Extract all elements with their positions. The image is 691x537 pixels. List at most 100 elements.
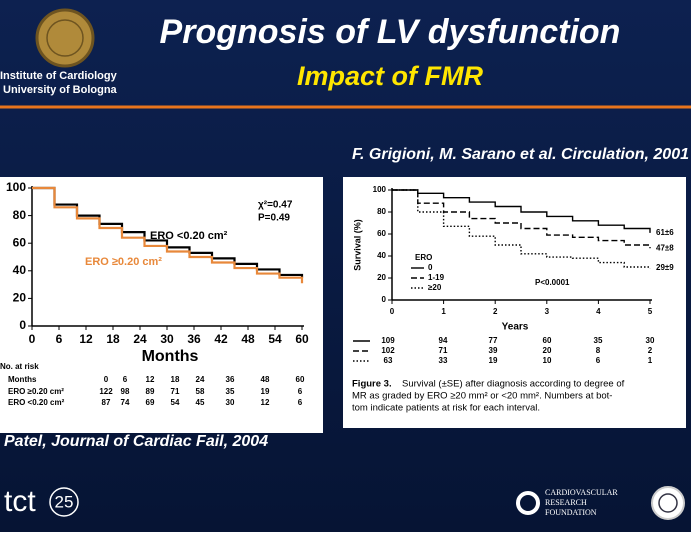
citation: F. Grigioni, M. Sarano et al. Circulatio… — [352, 146, 689, 163]
risk-cell: 6 — [596, 356, 601, 365]
x-tick-label: 6 — [56, 332, 63, 346]
end-label: 47±8 — [656, 243, 674, 252]
y-tick-label: 0 — [19, 318, 26, 332]
risk-cell: 45 — [196, 398, 205, 407]
risk-cell: 12 — [146, 375, 155, 384]
risk-cell: 98 — [121, 387, 130, 396]
risk-cell: 94 — [439, 336, 448, 345]
risk-cell: 19 — [261, 387, 270, 396]
risk-row-label: ERO ≥0.20 cm² — [8, 387, 64, 396]
foundation-name: CARDIOVASCULAR — [545, 488, 618, 497]
risk-cell: 0 — [104, 375, 109, 384]
x-tick-label: 3 — [545, 307, 550, 316]
footer-badge — [49, 487, 79, 517]
y-tick-label: 20 — [13, 291, 27, 305]
risk-cell: 10 — [543, 356, 552, 365]
citation: Patel, Journal of Cardiac Fail, 2004 — [4, 433, 268, 450]
institute: Institute of Cardiology — [0, 70, 118, 82]
legend-label: ≥20 — [428, 283, 442, 292]
risk-cell: 77 — [489, 336, 498, 345]
footer-number: 25 — [55, 492, 74, 511]
caption: tom indicate patients at risk for each i… — [352, 403, 540, 414]
x-tick-label: 1 — [441, 307, 446, 316]
y-tick-label: 60 — [377, 229, 386, 238]
risk-cell: 33 — [439, 356, 448, 365]
annotation: χ²=0.47 — [258, 200, 293, 211]
y-tick-label: 40 — [377, 251, 386, 260]
foundation-name: FOUNDATION — [545, 508, 597, 517]
survival-line — [392, 189, 651, 249]
y-tick-label: 100 — [373, 185, 387, 194]
risk-cell: 6 — [298, 398, 303, 407]
risk-cell: 6 — [123, 375, 128, 384]
x-tick-label: 48 — [241, 332, 255, 346]
y-axis-label: Survival (%) — [352, 219, 362, 271]
risk-cell: 36 — [226, 375, 235, 384]
x-tick-label: 60 — [295, 332, 309, 346]
annotation: P=0.49 — [258, 213, 290, 224]
foundation-logo — [516, 491, 540, 515]
risk-row-label: ERO <0.20 cm² — [8, 398, 65, 407]
x-tick-label: 36 — [187, 332, 201, 346]
y-tick-label: 0 — [382, 295, 387, 304]
institute: University of Bologna — [3, 84, 118, 96]
x-tick-label: 12 — [79, 332, 93, 346]
risk-cell: 6 — [298, 387, 303, 396]
x-tick-label: 5 — [648, 307, 653, 316]
risk-cell: 109 — [381, 336, 395, 345]
y-tick-label: 80 — [13, 208, 27, 222]
annotation: P<0.0001 — [535, 278, 570, 287]
panel — [0, 177, 323, 433]
survival-line — [392, 189, 651, 233]
risk-cell: 87 — [102, 398, 111, 407]
risk-cell: 102 — [381, 346, 395, 355]
subtitle: Impact of FMR — [297, 61, 483, 91]
caption: Survival (±SE) after diagnosis according… — [402, 379, 625, 390]
x-tick-label: 0 — [390, 307, 395, 316]
risk-cell: 69 — [146, 398, 155, 407]
risk-title: No. at risk — [0, 362, 39, 371]
caption-label: Figure 3. — [352, 379, 392, 390]
x-tick-label: 0 — [29, 332, 36, 346]
x-axis-label: Years — [502, 322, 529, 333]
survival-line — [392, 189, 651, 269]
risk-cell: 12 — [261, 398, 270, 407]
risk-cell: 60 — [543, 336, 552, 345]
x-tick-label: 30 — [160, 332, 174, 346]
seal-logo-ring — [46, 19, 84, 57]
risk-cell: 20 — [543, 346, 552, 355]
risk-cell: 2 — [648, 346, 653, 355]
footer-brand: tct — [4, 485, 36, 518]
end-label: 61±6 — [656, 228, 674, 237]
risk-cell: 39 — [489, 346, 498, 355]
y-tick-label: 60 — [13, 235, 27, 249]
end-label: 29±9 — [656, 263, 674, 272]
risk-cell: 8 — [596, 346, 601, 355]
x-axis-label: Months — [142, 348, 199, 365]
seal-logo — [651, 486, 685, 520]
risk-cell: 30 — [226, 398, 235, 407]
series-label: ERO ≥0.20 cm² — [85, 256, 162, 268]
risk-cell: 35 — [226, 387, 235, 396]
risk-cell: 71 — [439, 346, 448, 355]
y-tick-label: 40 — [13, 263, 27, 277]
risk-cell: 35 — [594, 336, 603, 345]
legend-label: 1-19 — [428, 273, 445, 282]
x-tick-label: 2 — [493, 307, 498, 316]
risk-cell: 24 — [196, 375, 205, 384]
caption: MR as graded by ERO ≥20 mm² or <20 mm². … — [352, 391, 612, 402]
x-tick-label: 18 — [106, 332, 120, 346]
x-tick-label: 24 — [133, 332, 147, 346]
x-tick-label: 4 — [596, 307, 601, 316]
risk-cell: 19 — [489, 356, 498, 365]
x-tick-label: 54 — [268, 332, 282, 346]
risk-row-label: Months — [8, 375, 37, 384]
y-tick-label: 100 — [6, 180, 26, 194]
y-tick-label: 20 — [377, 273, 386, 282]
legend-title: ERO — [415, 253, 432, 262]
seal-logo — [35, 8, 95, 68]
risk-cell: 60 — [296, 375, 305, 384]
risk-cell: 30 — [646, 336, 655, 345]
